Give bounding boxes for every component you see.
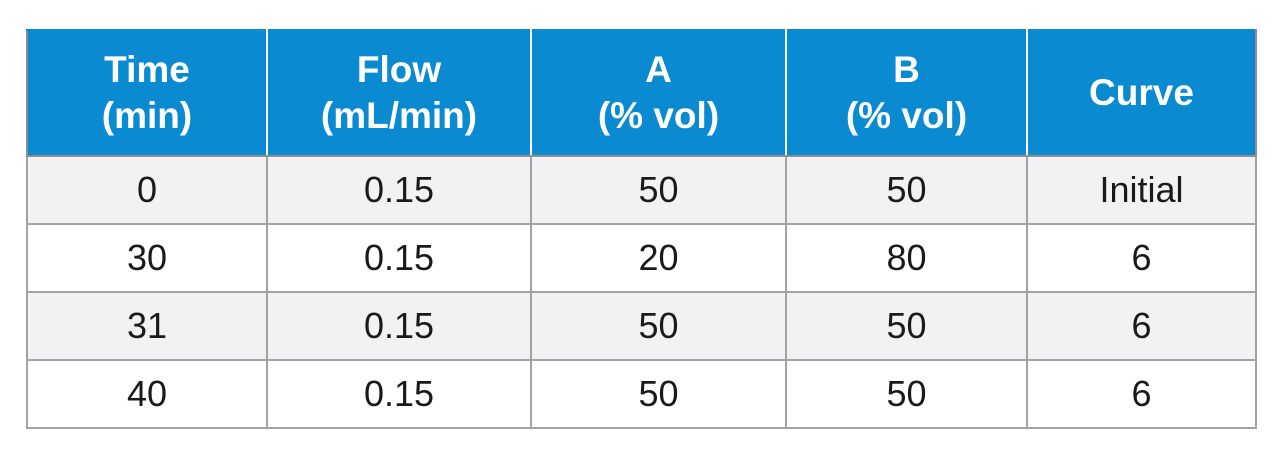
header-curve: Curve — [1026, 29, 1257, 157]
header-a: A (% vol) — [530, 29, 787, 157]
cell-curve: 6 — [1026, 291, 1257, 361]
cell-flow: 0.15 — [266, 155, 532, 225]
cell-flow: 0.15 — [266, 359, 532, 429]
table-row: 0 0.15 50 50 Initial — [26, 155, 1257, 225]
cell-a: 50 — [530, 291, 787, 361]
cell-b: 50 — [785, 155, 1028, 225]
cell-b: 50 — [785, 291, 1028, 361]
gradient-table: Time (min) Flow (mL/min) A (% vol) B (% … — [26, 29, 1257, 429]
cell-flow: 0.15 — [266, 291, 532, 361]
cell-b: 80 — [785, 223, 1028, 293]
table-row: 31 0.15 50 50 6 — [26, 291, 1257, 361]
table-header: Time (min) Flow (mL/min) A (% vol) B (% … — [26, 29, 1257, 157]
header-flow-unit: (mL/min) — [320, 95, 478, 136]
cell-curve: 6 — [1026, 223, 1257, 293]
header-b-unit: (% vol) — [845, 95, 968, 136]
header-time: Time (min) — [26, 29, 268, 157]
header-flow: Flow (mL/min) — [266, 29, 532, 157]
header-time-unit: (min) — [101, 95, 193, 136]
cell-time: 0 — [26, 155, 268, 225]
header-a-label: A — [645, 49, 672, 90]
cell-a: 50 — [530, 359, 787, 429]
header-flow-label: Flow — [356, 49, 442, 90]
cell-time: 31 — [26, 291, 268, 361]
header-a-unit: (% vol) — [597, 95, 720, 136]
cell-a: 20 — [530, 223, 787, 293]
cell-a: 50 — [530, 155, 787, 225]
table-body: 0 0.15 50 50 Initial 30 0.15 20 80 6 31 … — [26, 155, 1257, 429]
table-row: 40 0.15 50 50 6 — [26, 359, 1257, 429]
cell-time: 30 — [26, 223, 268, 293]
cell-curve: 6 — [1026, 359, 1257, 429]
header-b: B (% vol) — [785, 29, 1028, 157]
header-b-label: B — [893, 49, 920, 90]
header-time-label: Time — [104, 49, 190, 90]
header-curve-label: Curve — [1089, 72, 1194, 113]
header-row: Time (min) Flow (mL/min) A (% vol) B (% … — [26, 29, 1257, 157]
cell-flow: 0.15 — [266, 223, 532, 293]
cell-time: 40 — [26, 359, 268, 429]
table-row: 30 0.15 20 80 6 — [26, 223, 1257, 293]
cell-curve: Initial — [1026, 155, 1257, 225]
cell-b: 50 — [785, 359, 1028, 429]
